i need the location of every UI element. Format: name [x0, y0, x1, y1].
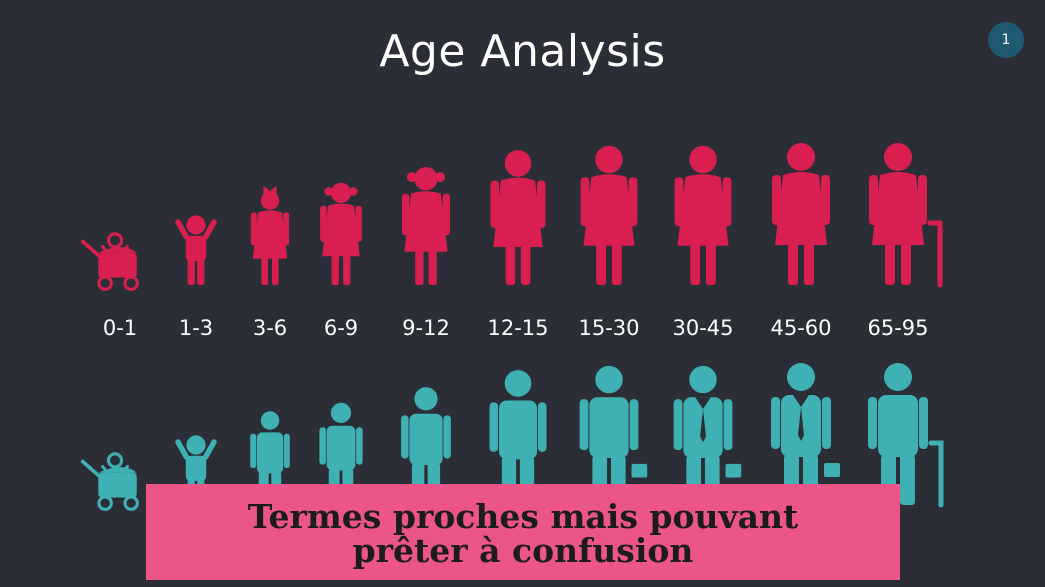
page-number-badge[interactable]: 1 [988, 22, 1024, 58]
elderly-woman-cane-icon [869, 143, 943, 288]
girl-icon [250, 186, 290, 285]
teen-girl-icon [490, 150, 546, 285]
caption-banner: Termes proches mais pouvant prêter à con… [146, 484, 900, 580]
toddler-girl-icon [175, 215, 217, 285]
woman-icon [674, 145, 732, 285]
businessman-icon [771, 363, 840, 505]
age-label-12-15: 12-15 [487, 316, 549, 340]
age-label-9-12: 9-12 [402, 316, 450, 340]
caption-text: Termes proches mais pouvant prêter à con… [146, 500, 900, 568]
boy-icon [319, 402, 363, 505]
caption-line-2: prêter à confusion [352, 531, 694, 570]
slide-title: Age Analysis [379, 26, 666, 77]
businessman-icon [673, 365, 742, 505]
age-label-15-30: 15-30 [578, 316, 640, 340]
girl-icon [320, 182, 362, 285]
age-label-1-3: 1-3 [178, 316, 214, 340]
age-label-6-9: 6-9 [323, 316, 359, 340]
age-label-0-1: 0-1 [102, 316, 138, 340]
age-label-45-60: 45-60 [770, 316, 832, 340]
woman-icon [772, 143, 830, 285]
caption-line-1: Termes proches mais pouvant [247, 497, 799, 536]
woman-icon [580, 145, 638, 285]
girl-icon [401, 167, 451, 285]
age-label-30-45: 30-45 [672, 316, 734, 340]
baby-stroller-icon [80, 452, 139, 511]
elderly-man-cane-icon [868, 363, 944, 508]
baby-stroller-icon [80, 232, 139, 291]
age-label-65-95: 65-95 [867, 316, 929, 340]
age-label-3-6: 3-6 [252, 316, 288, 340]
